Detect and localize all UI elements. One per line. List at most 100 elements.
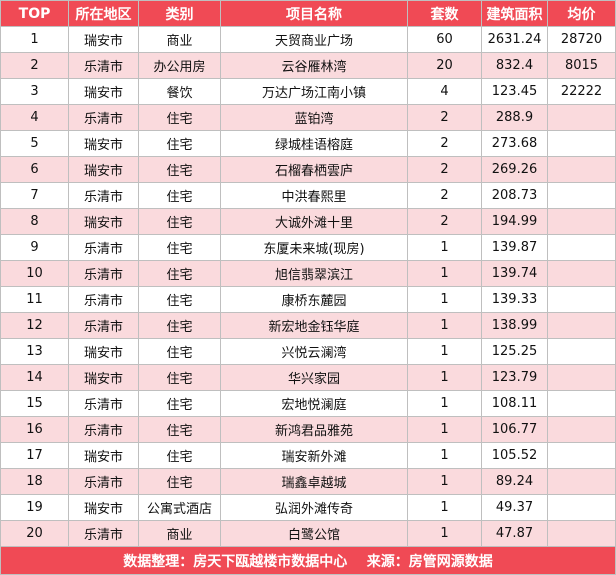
district-cell: 乐清市: [68, 104, 139, 131]
rank-cell: 11: [0, 286, 69, 313]
project-name-cell: 石榴春栖雲庐: [220, 156, 408, 183]
units-cell: 1: [407, 338, 482, 365]
project-name-cell: 蓝铂湾: [220, 104, 408, 131]
project-name-cell: 瑞鑫卓越城: [220, 468, 408, 495]
avg-price-cell: [547, 260, 616, 287]
project-name-cell: 宏地悦澜庭: [220, 390, 408, 417]
district-cell: 乐清市: [68, 182, 139, 209]
district-cell: 瑞安市: [68, 338, 139, 365]
units-cell: 2: [407, 104, 482, 131]
units-cell: 20: [407, 52, 482, 79]
floor-area-cell: 194.99: [481, 208, 548, 235]
district-cell: 瑞安市: [68, 442, 139, 469]
units-cell: 4: [407, 78, 482, 105]
avg-price-cell: [547, 104, 616, 131]
category-cell: 住宅: [138, 468, 221, 495]
table-row: 11 乐清市 住宅 康桥东麓园 1 139.33: [0, 286, 616, 313]
floor-area-cell: 208.73: [481, 182, 548, 209]
category-cell: 住宅: [138, 442, 221, 469]
rank-cell: 4: [0, 104, 69, 131]
rank-cell: 17: [0, 442, 69, 469]
floor-area-cell: 139.87: [481, 234, 548, 261]
rank-cell: 2: [0, 52, 69, 79]
category-cell: 住宅: [138, 260, 221, 287]
category-cell: 住宅: [138, 390, 221, 417]
header-units: 套数: [407, 0, 482, 27]
units-cell: 2: [407, 156, 482, 183]
project-name-cell: 白鹭公馆: [220, 520, 408, 547]
units-cell: 60: [407, 26, 482, 53]
rank-cell: 3: [0, 78, 69, 105]
footer-source-note: 数据整理：房天下瓯越楼市数据中心 来源：房管网源数据: [0, 546, 616, 575]
project-name-cell: 华兴家园: [220, 364, 408, 391]
category-cell: 住宅: [138, 234, 221, 261]
district-cell: 瑞安市: [68, 156, 139, 183]
units-cell: 1: [407, 234, 482, 261]
avg-price-cell: [547, 130, 616, 157]
floor-area-cell: 108.11: [481, 390, 548, 417]
rank-cell: 9: [0, 234, 69, 261]
units-cell: 1: [407, 442, 482, 469]
category-cell: 住宅: [138, 312, 221, 339]
category-cell: 住宅: [138, 416, 221, 443]
category-cell: 商业: [138, 520, 221, 547]
category-cell: 办公用房: [138, 52, 221, 79]
category-cell: 商业: [138, 26, 221, 53]
units-cell: 2: [407, 182, 482, 209]
units-cell: 1: [407, 416, 482, 443]
avg-price-cell: [547, 312, 616, 339]
avg-price-cell: [547, 234, 616, 261]
table-row: 3 瑞安市 餐饮 万达广场江南小镇 4 123.45 22222: [0, 78, 616, 105]
header-avg-price: 均价: [547, 0, 616, 27]
district-cell: 乐清市: [68, 390, 139, 417]
avg-price-cell: [547, 520, 616, 547]
project-name-cell: 天贸商业广场: [220, 26, 408, 53]
table-row: 9 乐清市 住宅 东厦未来城(现房) 1 139.87: [0, 234, 616, 261]
footer-row: 数据整理：房天下瓯越楼市数据中心 来源：房管网源数据: [0, 546, 616, 575]
table-row: 2 乐清市 办公用房 云谷雁林湾 20 832.4 8015: [0, 52, 616, 79]
avg-price-cell: 8015: [547, 52, 616, 79]
rank-cell: 5: [0, 130, 69, 157]
project-name-cell: 瑞安新外滩: [220, 442, 408, 469]
category-cell: 住宅: [138, 156, 221, 183]
floor-area-cell: 273.68: [481, 130, 548, 157]
table-row: 5 瑞安市 住宅 绿城桂语榕庭 2 273.68: [0, 130, 616, 157]
avg-price-cell: [547, 468, 616, 495]
avg-price-cell: [547, 442, 616, 469]
floor-area-cell: 2631.24: [481, 26, 548, 53]
project-name-cell: 绿城桂语榕庭: [220, 130, 408, 157]
project-name-cell: 旭信翡翠滨江: [220, 260, 408, 287]
rank-cell: 6: [0, 156, 69, 183]
table-row: 7 乐清市 住宅 中洪春熙里 2 208.73: [0, 182, 616, 209]
project-name-cell: 兴悦云澜湾: [220, 338, 408, 365]
rank-cell: 12: [0, 312, 69, 339]
floor-area-cell: 49.37: [481, 494, 548, 521]
units-cell: 1: [407, 468, 482, 495]
avg-price-cell: [547, 338, 616, 365]
district-cell: 瑞安市: [68, 494, 139, 521]
district-cell: 瑞安市: [68, 26, 139, 53]
floor-area-cell: 106.77: [481, 416, 548, 443]
units-cell: 1: [407, 494, 482, 521]
district-cell: 乐清市: [68, 260, 139, 287]
rank-cell: 14: [0, 364, 69, 391]
project-name-cell: 大诚外滩十里: [220, 208, 408, 235]
header-district: 所在地区: [68, 0, 139, 27]
units-cell: 2: [407, 208, 482, 235]
district-cell: 乐清市: [68, 520, 139, 547]
avg-price-cell: [547, 416, 616, 443]
category-cell: 住宅: [138, 104, 221, 131]
district-cell: 瑞安市: [68, 130, 139, 157]
table-row: 13 瑞安市 住宅 兴悦云澜湾 1 125.25: [0, 338, 616, 365]
table-row: 14 瑞安市 住宅 华兴家园 1 123.79: [0, 364, 616, 391]
table-row: 6 瑞安市 住宅 石榴春栖雲庐 2 269.26: [0, 156, 616, 183]
table-body: 1 瑞安市 商业 天贸商业广场 60 2631.24 28720 2 乐清市 办公用房 云谷雁林湾 2…: [0, 26, 616, 547]
project-name-cell: 新宏地金钰华庭: [220, 312, 408, 339]
category-cell: 住宅: [138, 286, 221, 313]
header-category: 类别: [138, 0, 221, 27]
header-floor-area: 建筑面积: [481, 0, 548, 27]
header-top: TOP: [0, 0, 69, 27]
category-cell: 住宅: [138, 338, 221, 365]
rank-cell: 13: [0, 338, 69, 365]
